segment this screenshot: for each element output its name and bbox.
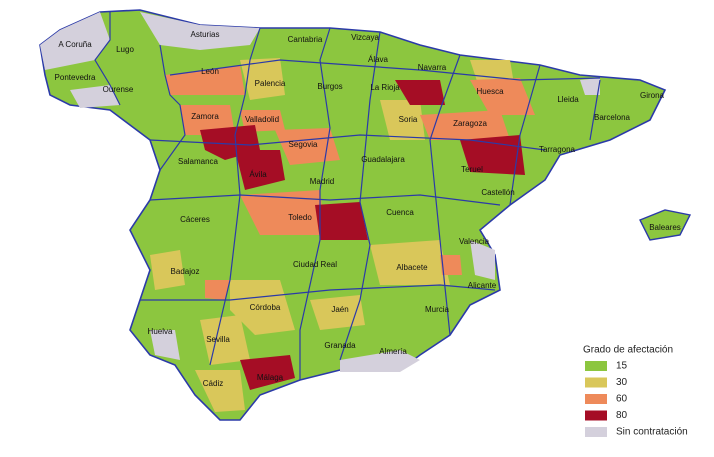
legend-swatch	[585, 377, 607, 388]
province-label: Castellón	[481, 188, 514, 197]
province-label: Álava	[368, 55, 389, 64]
province-label: León	[201, 67, 219, 76]
province-label: Albacete	[396, 263, 428, 272]
province-label: Málaga	[257, 373, 284, 382]
province-label: Guadalajara	[361, 155, 405, 164]
province-label: Lleida	[557, 95, 579, 104]
province-label: Segovia	[289, 140, 318, 149]
province-label: Girona	[640, 91, 665, 100]
province-label: Barcelona	[594, 113, 631, 122]
province-label: Madrid	[310, 177, 334, 186]
province-borders	[94, 12, 601, 380]
province-label: Cantabria	[288, 35, 323, 44]
province-label: Granada	[324, 341, 356, 350]
legend-swatch	[585, 410, 607, 421]
province-label: Huesca	[476, 87, 504, 96]
province-label: Pontevedra	[55, 73, 96, 82]
province-label: Palencia	[255, 79, 286, 88]
province-label: Ourense	[103, 85, 134, 94]
province-labels: A Coruña Lugo Asturias Cantabria Vizcaya Pont…	[55, 30, 681, 388]
province-label: Zamora	[191, 112, 219, 121]
level-80-areas	[200, 80, 525, 390]
province-label: Baleares	[649, 223, 681, 232]
land	[39, 9, 692, 421]
province-label: Cuenca	[386, 208, 414, 217]
province-label: Teruel	[461, 165, 483, 174]
province-label: Córdoba	[250, 303, 281, 312]
province-label: Cádiz	[203, 379, 223, 388]
grey-areas	[40, 12, 600, 372]
legend-title: Grado de afectación	[583, 345, 673, 356]
province-label: A Coruña	[58, 40, 92, 49]
province-label: Burgos	[317, 82, 342, 91]
legend: Grado de afectación 15 30 60 80 Sin contrata…	[583, 345, 688, 438]
legend-label: Sin contratación	[616, 427, 688, 438]
province-label: Murcia	[425, 305, 450, 314]
province-label: Vizcaya	[351, 33, 379, 42]
legend-swatch	[585, 427, 607, 437]
legend-label: 15	[616, 361, 628, 372]
province-label: Ciudad Real	[293, 260, 337, 269]
legend-swatch	[585, 361, 607, 371]
province-label: Navarra	[418, 63, 447, 72]
province-label: Valladolid	[245, 115, 279, 124]
legend-label: 60	[616, 394, 628, 405]
province-label: Jaén	[331, 305, 348, 314]
province-label: Salamanca	[178, 157, 219, 166]
province-label: Sevilla	[206, 335, 230, 344]
province-label: Ávila	[249, 170, 267, 179]
province-label: Valencia	[459, 237, 490, 246]
legend-swatch	[585, 394, 607, 404]
province-label: La Rioja	[370, 83, 400, 92]
province-label: Badajoz	[171, 267, 200, 276]
province-label: Zaragoza	[453, 119, 487, 128]
province-label: Tarragona	[539, 145, 576, 154]
province-label: Lugo	[116, 45, 134, 54]
province-label: Toledo	[288, 213, 312, 222]
province-label: Asturias	[191, 30, 220, 39]
province-label: Soria	[399, 115, 418, 124]
province-label: Almería	[379, 347, 407, 356]
legend-label: 80	[616, 410, 628, 421]
legend-label: 30	[616, 377, 628, 388]
province-label: Alicante	[468, 281, 497, 290]
baleares	[639, 209, 692, 241]
province-label: Cáceres	[180, 215, 210, 224]
province-label: Huelva	[148, 327, 173, 336]
